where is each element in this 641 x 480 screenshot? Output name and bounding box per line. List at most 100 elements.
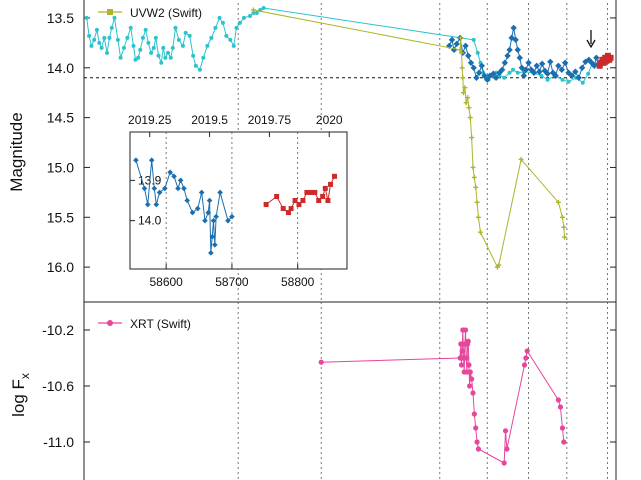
magnitude-cyan-point-51 bbox=[234, 25, 239, 30]
magnitude-cyan-point-46 bbox=[217, 15, 222, 20]
magnitude-axis-label: Magnitude bbox=[7, 112, 26, 191]
xray-point-0 bbox=[318, 359, 324, 365]
uvw2-point-21 bbox=[518, 156, 524, 162]
uvw2-point-5 bbox=[460, 75, 466, 81]
magnitude-cyan-point-56 bbox=[254, 10, 259, 15]
xray-point-24 bbox=[502, 428, 509, 434]
magnitude-cyan-point-77 bbox=[560, 77, 565, 82]
xray-plot-frame bbox=[83, 301, 617, 480]
inset-red-point-9 bbox=[308, 189, 314, 195]
inset-blue-point-18 bbox=[205, 209, 212, 216]
magnitude-cyan-point-15 bbox=[125, 35, 130, 40]
magnitude-cyan-point-39 bbox=[191, 53, 196, 58]
magnitude-ytick-label-0: 13.5 bbox=[47, 10, 74, 26]
inset-ytick-label-1: 14.0 bbox=[138, 214, 162, 228]
xray-point-28 bbox=[524, 348, 530, 354]
magnitude-blue-point-47 bbox=[572, 68, 579, 75]
magnitude-blue-point-44 bbox=[561, 59, 569, 66]
magnitude-blue-point-13 bbox=[481, 72, 488, 79]
magnitude-blue-point-9 bbox=[470, 64, 477, 71]
inset-blue-point-21 bbox=[209, 233, 215, 240]
inset-blue-point-16 bbox=[198, 189, 205, 196]
magnitude-cyan-point-23 bbox=[146, 40, 151, 45]
magnitude-blue-point-7 bbox=[465, 52, 472, 60]
magnitude-cyan-point-48 bbox=[224, 33, 229, 38]
magnitude-blue-point-41 bbox=[552, 72, 559, 79]
magnitude-cyan-point-69 bbox=[507, 70, 512, 75]
uvw2-point-16 bbox=[474, 199, 480, 205]
inset-blue-point-17 bbox=[202, 217, 208, 224]
uvw2-point-4 bbox=[459, 65, 465, 71]
inset-blue-point-20 bbox=[208, 250, 214, 256]
xray-point-25 bbox=[504, 446, 510, 452]
magnitude-blue-point-21 bbox=[504, 52, 511, 60]
xray-legend-swatch-marker bbox=[107, 320, 113, 326]
magnitude-blue-point-14 bbox=[484, 76, 491, 83]
inset-red-point-13 bbox=[322, 185, 328, 191]
legend-label-1: UVW2 (Swift) bbox=[130, 6, 202, 20]
magnitude-blue-point-35 bbox=[536, 68, 543, 75]
magnitude-cyan-point-30 bbox=[163, 55, 168, 60]
arrow-head bbox=[586, 39, 596, 49]
inset-series-line-0 bbox=[135, 160, 233, 253]
magnitude-cyan-point-60 bbox=[475, 50, 480, 55]
magnitude-cyan-point-47 bbox=[220, 20, 225, 25]
inset-blue-point-3 bbox=[148, 157, 155, 164]
magnitude-cyan-point-36 bbox=[180, 43, 185, 48]
inset-red-point-1 bbox=[274, 193, 280, 199]
magnitude-cyan-point-75 bbox=[545, 77, 550, 82]
xray-ytick-label-2: -11.0 bbox=[43, 434, 74, 450]
magnitude-blue-point-8 bbox=[467, 59, 475, 66]
magnitude-blue-point-31 bbox=[525, 59, 532, 66]
legend-swatch-marker-1 bbox=[107, 9, 113, 15]
uvw2-point-6 bbox=[461, 90, 467, 96]
magnitude-cyan-point-43 bbox=[205, 43, 210, 48]
magnitude-blue-point-36 bbox=[538, 60, 546, 67]
magnitude-blue-point-25 bbox=[512, 36, 519, 44]
magnitude-cyan-point-24 bbox=[149, 50, 154, 55]
xray-point-19 bbox=[471, 411, 477, 417]
uvw2-point-3 bbox=[458, 50, 464, 56]
magnitude-cyan-point-44 bbox=[209, 35, 214, 40]
latest-epoch-arrow bbox=[586, 30, 596, 49]
magnitude-cyan-point-58 bbox=[261, 5, 266, 10]
inset-blue-point-25 bbox=[217, 189, 223, 196]
magnitude-cyan-point-10 bbox=[109, 25, 114, 30]
magnitude-blue-point-1 bbox=[448, 36, 456, 44]
magnitude-cyan-point-32 bbox=[168, 55, 173, 60]
magnitude-cyan-point-8 bbox=[105, 50, 110, 55]
magnitude-blue-point-38 bbox=[544, 70, 551, 77]
inset-blue-point-26 bbox=[225, 217, 231, 224]
magnitude-blue-point-6 bbox=[462, 42, 469, 50]
inset-red-point-16 bbox=[332, 173, 338, 179]
magnitude-cyan-point-78 bbox=[566, 79, 571, 84]
xray-panel: -10.2 -10.6 -11.0 log Fx XRT (Swift) bbox=[9, 301, 617, 480]
magnitude-blue-point-26 bbox=[514, 46, 521, 54]
inset-xtick-label-2: 58800 bbox=[281, 275, 315, 289]
magnitude-cyan-point-27 bbox=[156, 53, 161, 58]
magnitude-blue-point-12 bbox=[478, 62, 486, 69]
magnitude-cyan-point-31 bbox=[166, 50, 171, 55]
xray-axis-label: log Fx bbox=[9, 373, 32, 417]
xray-legend-label: XRT (Swift) bbox=[130, 317, 191, 331]
magnitude-cyan-point-45 bbox=[213, 25, 218, 30]
magnitude-cyan-point-3 bbox=[92, 37, 97, 42]
xray-point-2 bbox=[458, 341, 464, 347]
magnitude-cyan-point-0 bbox=[84, 15, 89, 20]
magnitude-blue-point-54 bbox=[593, 54, 600, 62]
xray-point-16 bbox=[467, 369, 473, 375]
inset-blue-point-5 bbox=[153, 201, 160, 208]
magnitude-cyan-point-35 bbox=[176, 37, 181, 42]
inset-blue-point-14 bbox=[189, 209, 196, 216]
inset-blue-point-1 bbox=[141, 185, 148, 192]
uvw2-point-7 bbox=[462, 85, 468, 91]
uvw2-point-25 bbox=[561, 234, 567, 240]
magnitude-blue-point-43 bbox=[558, 66, 565, 73]
xray-point-26 bbox=[521, 362, 528, 368]
magnitude-blue-point-48 bbox=[575, 74, 582, 81]
uvw2-point-13 bbox=[470, 164, 476, 170]
inset-series bbox=[133, 157, 338, 256]
xray-point-15 bbox=[467, 383, 473, 389]
magnitude-cyan-point-29 bbox=[161, 45, 166, 50]
